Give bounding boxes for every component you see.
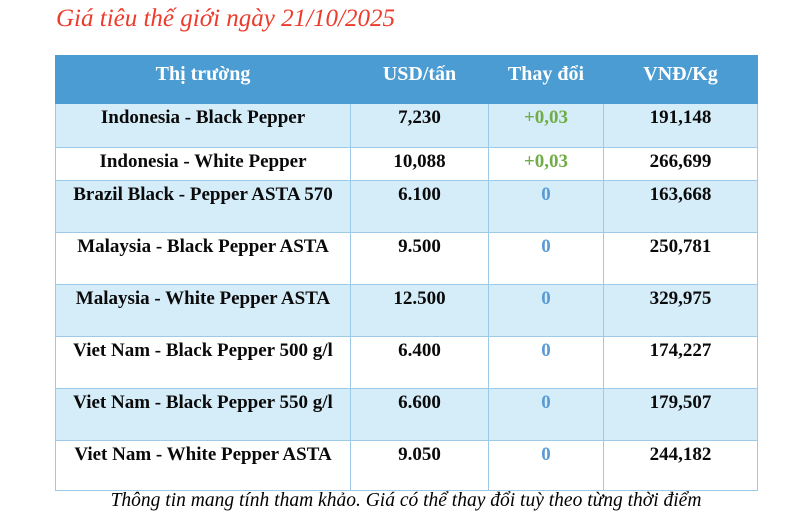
column-header-change: Thay đổi [488, 55, 604, 104]
vnd-cell: 174,227 [603, 336, 758, 389]
vnd-cell: 163,668 [603, 180, 758, 233]
vnd-cell: 329,975 [603, 284, 758, 337]
market-cell: Viet Nam - Black Pepper 550 g/l [55, 388, 351, 441]
table-header: Thị trường USD/tấn Thay đổi VNĐ/Kg [55, 55, 758, 104]
disclaimer-text: Thông tin mang tính tham khảo. Giá có th… [110, 490, 702, 511]
table-row: Indonesia - Black Pepper 7,230 +0,03 191,14… [55, 103, 758, 148]
page-title: Giá tiêu thế giới ngày 21/10/2025 [56, 5, 396, 32]
usd-cell: 9.500 [350, 232, 489, 285]
usd-cell: 6.400 [350, 336, 489, 389]
usd-cell: 6.100 [350, 180, 489, 233]
change-cell: +0,03 [488, 147, 604, 181]
change-cell: +0,03 [488, 103, 604, 148]
usd-cell: 6.600 [350, 388, 489, 441]
vnd-cell: 179,507 [603, 388, 758, 441]
vnd-cell: 250,781 [603, 232, 758, 285]
table-row: Malaysia - White Pepper ASTA 12.500 0 329,9… [55, 284, 758, 337]
market-cell: Malaysia - Black Pepper ASTA [55, 232, 351, 285]
vnd-cell: 244,182 [603, 440, 758, 491]
usd-cell: 9.050 [350, 440, 489, 491]
usd-cell: 7,230 [350, 103, 489, 148]
vnd-cell: 191,148 [603, 103, 758, 148]
table-body: Indonesia - Black Pepper 7,230 +0,03 191,14… [55, 103, 758, 491]
market-cell: Viet Nam - Black Pepper 500 g/l [55, 336, 351, 389]
usd-cell: 10,088 [350, 147, 489, 181]
table-row: Malaysia - Black Pepper ASTA 9.500 0 250,78… [55, 232, 758, 285]
change-cell: 0 [488, 388, 604, 441]
column-header-vnd: VNĐ/Kg [603, 55, 758, 104]
column-header-usd: USD/tấn [350, 55, 489, 104]
market-cell: Malaysia - White Pepper ASTA [55, 284, 351, 337]
change-cell: 0 [488, 284, 604, 337]
column-header-market: Thị trường [55, 55, 351, 104]
table-row: Viet Nam - White Pepper ASTA 9.050 0 244,18… [55, 440, 758, 491]
table-row: Brazil Black - Pepper ASTA 570 6.100 0 163,… [55, 180, 758, 233]
vnd-cell: 266,699 [603, 147, 758, 181]
market-cell: Indonesia - White Pepper [55, 147, 351, 181]
usd-cell: 12.500 [350, 284, 489, 337]
table-row: Viet Nam - Black Pepper 550 g/l 6.600 0 179… [55, 388, 758, 441]
change-cell: 0 [488, 336, 604, 389]
table-row: Indonesia - White Pepper 10,088 +0,03 266,6… [55, 147, 758, 181]
table-row: Viet Nam - Black Pepper 500 g/l 6.400 0 174… [55, 336, 758, 389]
market-cell: Viet Nam - White Pepper ASTA [55, 440, 351, 491]
change-cell: 0 [488, 180, 604, 233]
header-row: Thị trường USD/tấn Thay đổi VNĐ/Kg [55, 55, 758, 104]
change-cell: 0 [488, 440, 604, 491]
change-cell: 0 [488, 232, 604, 285]
pepper-price-table: Thị trường USD/tấn Thay đổi VNĐ/Kg Indon… [55, 55, 758, 491]
market-cell: Brazil Black - Pepper ASTA 570 [55, 180, 351, 233]
market-cell: Indonesia - Black Pepper [55, 103, 351, 148]
